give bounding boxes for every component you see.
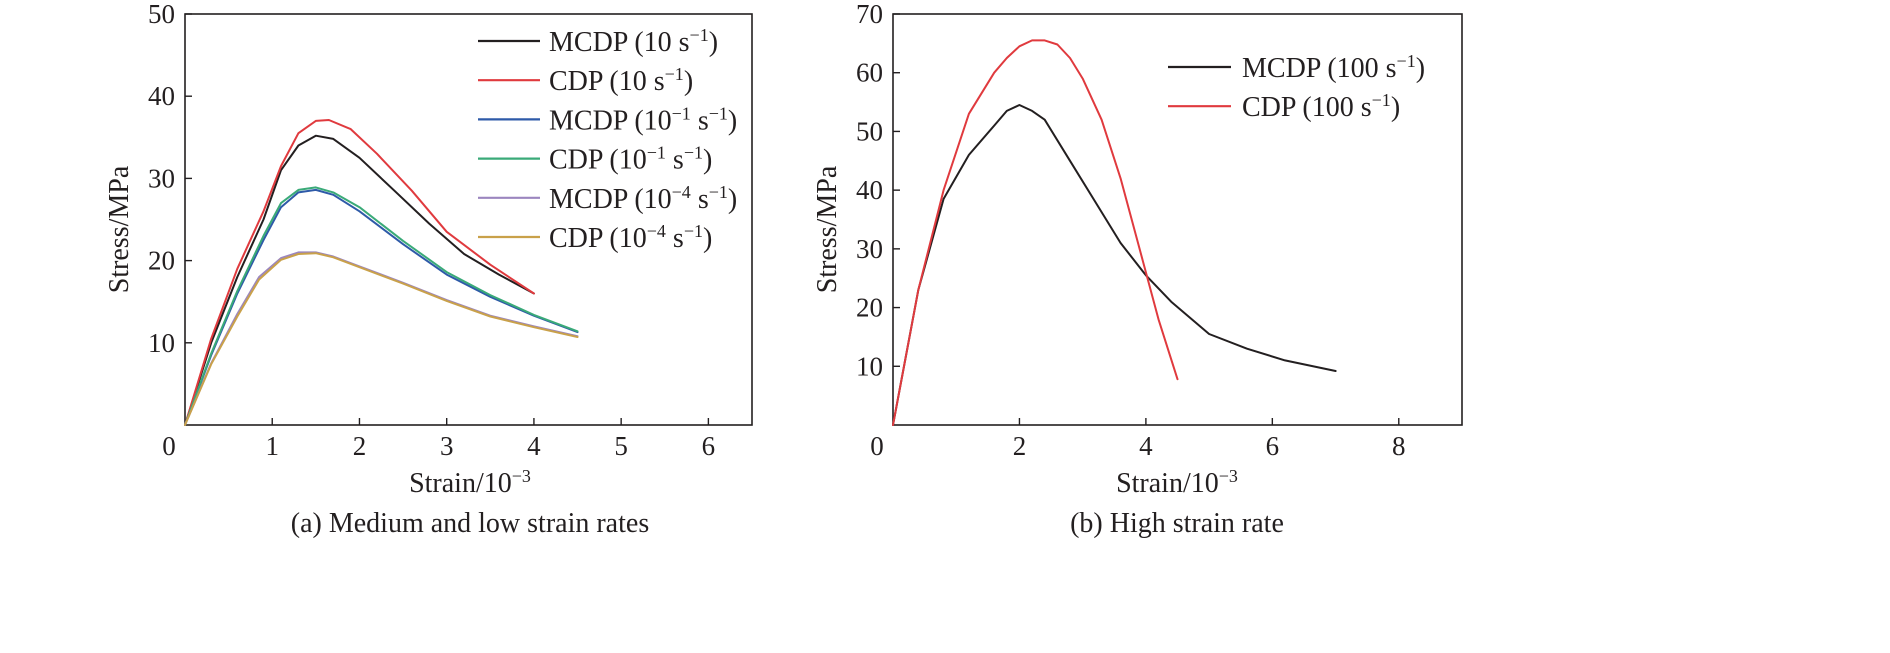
series-line (184, 186, 579, 426)
y-tick-label: 40 (148, 81, 175, 111)
x-tick-label: 3 (440, 431, 454, 461)
chart-caption: (a) Medium and low strain rates (291, 508, 649, 539)
x-tick-label: 2 (1013, 431, 1027, 461)
plot-frame (892, 13, 1463, 426)
series-line (892, 39, 1179, 426)
legend-label: MCDP (10−1 s−1) (549, 103, 737, 136)
x-axis-label: Strain/10−3 (409, 466, 531, 499)
x-tick-label: 4 (527, 431, 541, 461)
x-tick-label: 2 (353, 431, 367, 461)
y-tick-label: 50 (148, 0, 175, 29)
y-tick-label: 30 (856, 234, 883, 264)
x-tick-label: 6 (1266, 431, 1280, 461)
legend-label: CDP (10 s−1) (549, 64, 693, 97)
x-tick-label: 4 (1139, 431, 1153, 461)
x-axis-label: Strain/10−3 (1116, 466, 1238, 499)
legend: MCDP (100 s−1) CDP (100 s−1) (1168, 51, 1425, 123)
series-line (184, 134, 535, 426)
chart-a: 0 1 2 3 4 5 6 10 20 30 40 50 Strain/10−3 Stress/MPa MC… (104, 0, 753, 539)
x-tick-label: 1 (265, 431, 279, 461)
y-tick-label: 40 (856, 175, 883, 205)
x-tick-label: 0 (162, 431, 176, 461)
chart-caption: (b) High strain rate (1070, 508, 1284, 539)
y-tick-label: 10 (148, 328, 175, 358)
x-tick-label: 6 (702, 431, 716, 461)
series-line (184, 188, 579, 426)
legend-label: MCDP (100 s−1) (1242, 51, 1425, 84)
y-tick-label: 10 (856, 351, 883, 381)
series-line (892, 104, 1337, 426)
x-tick-label: 0 (870, 431, 884, 461)
legend-label: CDP (10−4 s−1) (549, 221, 712, 254)
plot-frame (184, 13, 753, 426)
legend-label: CDP (100 s−1) (1242, 90, 1400, 123)
legend: MCDP (10 s−1) CDP (10 s−1) MCDP (10−1 s−1)… (478, 25, 737, 254)
y-axis-label: Stress/MPa (104, 165, 135, 293)
y-tick-label: 20 (856, 293, 883, 323)
legend-label: MCDP (10 s−1) (549, 25, 718, 58)
series-line (184, 119, 535, 426)
legend-label: MCDP (10−4 s−1) (549, 182, 737, 215)
y-tick-label: 30 (148, 163, 175, 193)
chart-b: 0 2 4 6 8 10 20 30 40 50 60 70 Strain/10−3 Stress/MPa… (812, 0, 1463, 539)
x-tick-label: 8 (1392, 431, 1406, 461)
y-tick-label: 60 (856, 58, 883, 88)
y-tick-label: 50 (856, 116, 883, 146)
legend-label: CDP (10−1 s−1) (549, 143, 712, 176)
y-tick-label: 20 (148, 246, 175, 276)
y-tick-label: 70 (856, 0, 883, 29)
x-tick-label: 5 (614, 431, 628, 461)
series-line (184, 252, 579, 426)
y-axis-label: Stress/MPa (812, 165, 843, 293)
